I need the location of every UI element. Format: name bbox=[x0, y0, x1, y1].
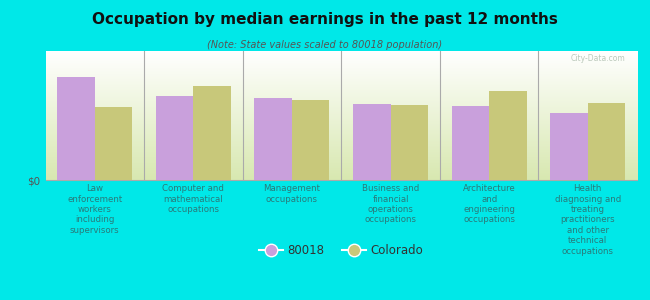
Bar bbox=[95, 107, 132, 180]
Bar bbox=[57, 77, 95, 180]
Bar bbox=[292, 100, 330, 180]
Text: City-Data.com: City-Data.com bbox=[571, 54, 625, 63]
Bar bbox=[156, 96, 194, 180]
Bar bbox=[255, 98, 292, 180]
Bar bbox=[353, 104, 391, 180]
Bar bbox=[588, 103, 625, 180]
Bar bbox=[391, 105, 428, 180]
Legend: 80018, Colorado: 80018, Colorado bbox=[254, 239, 428, 262]
Text: (Note: State values scaled to 80018 population): (Note: State values scaled to 80018 popu… bbox=[207, 40, 443, 50]
Bar bbox=[551, 113, 588, 180]
Text: Occupation by median earnings in the past 12 months: Occupation by median earnings in the pas… bbox=[92, 12, 558, 27]
Bar bbox=[489, 91, 526, 180]
Bar bbox=[194, 86, 231, 180]
Bar bbox=[452, 106, 489, 180]
